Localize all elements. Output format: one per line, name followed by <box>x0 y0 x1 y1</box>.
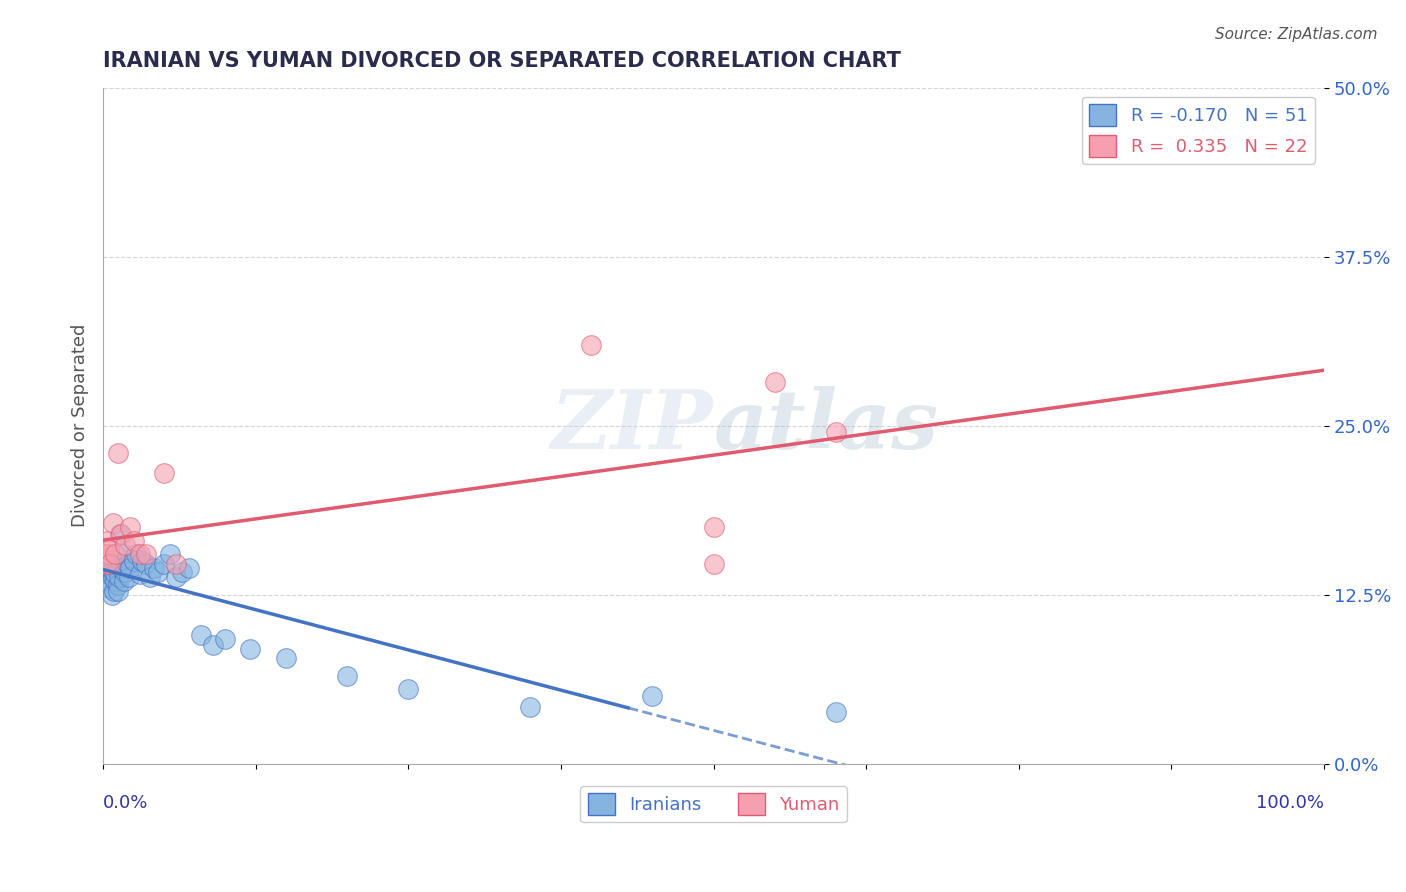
Point <box>101 516 124 530</box>
Point <box>190 628 212 642</box>
Point <box>702 520 724 534</box>
Point <box>159 547 181 561</box>
Point <box>201 638 224 652</box>
Point <box>276 651 298 665</box>
Point <box>114 565 136 579</box>
Point <box>135 557 157 571</box>
Point <box>118 570 141 584</box>
Point <box>98 581 121 595</box>
Point <box>214 632 236 647</box>
Point <box>824 425 846 440</box>
Text: Source: ZipAtlas.com: Source: ZipAtlas.com <box>1215 27 1378 42</box>
Point <box>96 574 118 589</box>
Point <box>93 547 115 561</box>
Point <box>239 641 262 656</box>
Y-axis label: Divorced or Separated: Divorced or Separated <box>72 324 89 527</box>
Point <box>122 533 145 548</box>
Point <box>94 557 117 571</box>
Point <box>107 583 129 598</box>
Point <box>101 570 124 584</box>
Point <box>104 574 127 589</box>
Point <box>96 533 118 548</box>
Point <box>110 527 132 541</box>
Point <box>97 567 120 582</box>
Point <box>117 557 139 571</box>
Point <box>118 520 141 534</box>
Point <box>153 466 176 480</box>
Point <box>104 567 127 582</box>
Point <box>172 565 194 579</box>
Point <box>177 560 200 574</box>
Point <box>125 547 148 561</box>
Point <box>128 567 150 582</box>
Point <box>519 700 541 714</box>
Text: ZIP: ZIP <box>551 385 713 466</box>
Point <box>112 574 135 589</box>
Text: 100.0%: 100.0% <box>1256 794 1324 813</box>
Point <box>103 583 125 598</box>
Text: 0.0%: 0.0% <box>103 794 149 813</box>
Point <box>641 689 664 703</box>
Point <box>114 538 136 552</box>
Point <box>97 547 120 561</box>
Point <box>581 337 603 351</box>
Point <box>108 570 131 584</box>
Point <box>105 560 128 574</box>
Point <box>101 554 124 568</box>
Point <box>98 560 121 574</box>
Point <box>138 570 160 584</box>
Point <box>135 547 157 561</box>
Point <box>104 547 127 561</box>
Point <box>702 557 724 571</box>
Point <box>153 557 176 571</box>
Point <box>146 565 169 579</box>
Point <box>100 563 122 577</box>
Point <box>110 527 132 541</box>
Point <box>763 376 786 390</box>
Point <box>824 706 846 720</box>
Point <box>98 543 121 558</box>
Point <box>107 578 129 592</box>
Point <box>100 557 122 571</box>
Point <box>110 560 132 574</box>
Text: IRANIAN VS YUMAN DIVORCED OR SEPARATED CORRELATION CHART: IRANIAN VS YUMAN DIVORCED OR SEPARATED C… <box>103 51 901 70</box>
Point <box>107 446 129 460</box>
Text: atlas: atlas <box>713 385 939 466</box>
Point <box>165 557 187 571</box>
Point <box>111 547 134 561</box>
Point <box>128 547 150 561</box>
Point <box>131 554 153 568</box>
Point <box>122 554 145 568</box>
Point <box>100 588 122 602</box>
Point <box>143 560 166 574</box>
Point <box>96 554 118 568</box>
Point <box>100 557 122 571</box>
Point <box>165 570 187 584</box>
Point <box>94 560 117 574</box>
Point <box>93 547 115 561</box>
Point <box>396 682 419 697</box>
Point <box>103 565 125 579</box>
Point <box>118 560 141 574</box>
Legend: Iranians, Yuman: Iranians, Yuman <box>581 786 846 822</box>
Point <box>336 669 359 683</box>
